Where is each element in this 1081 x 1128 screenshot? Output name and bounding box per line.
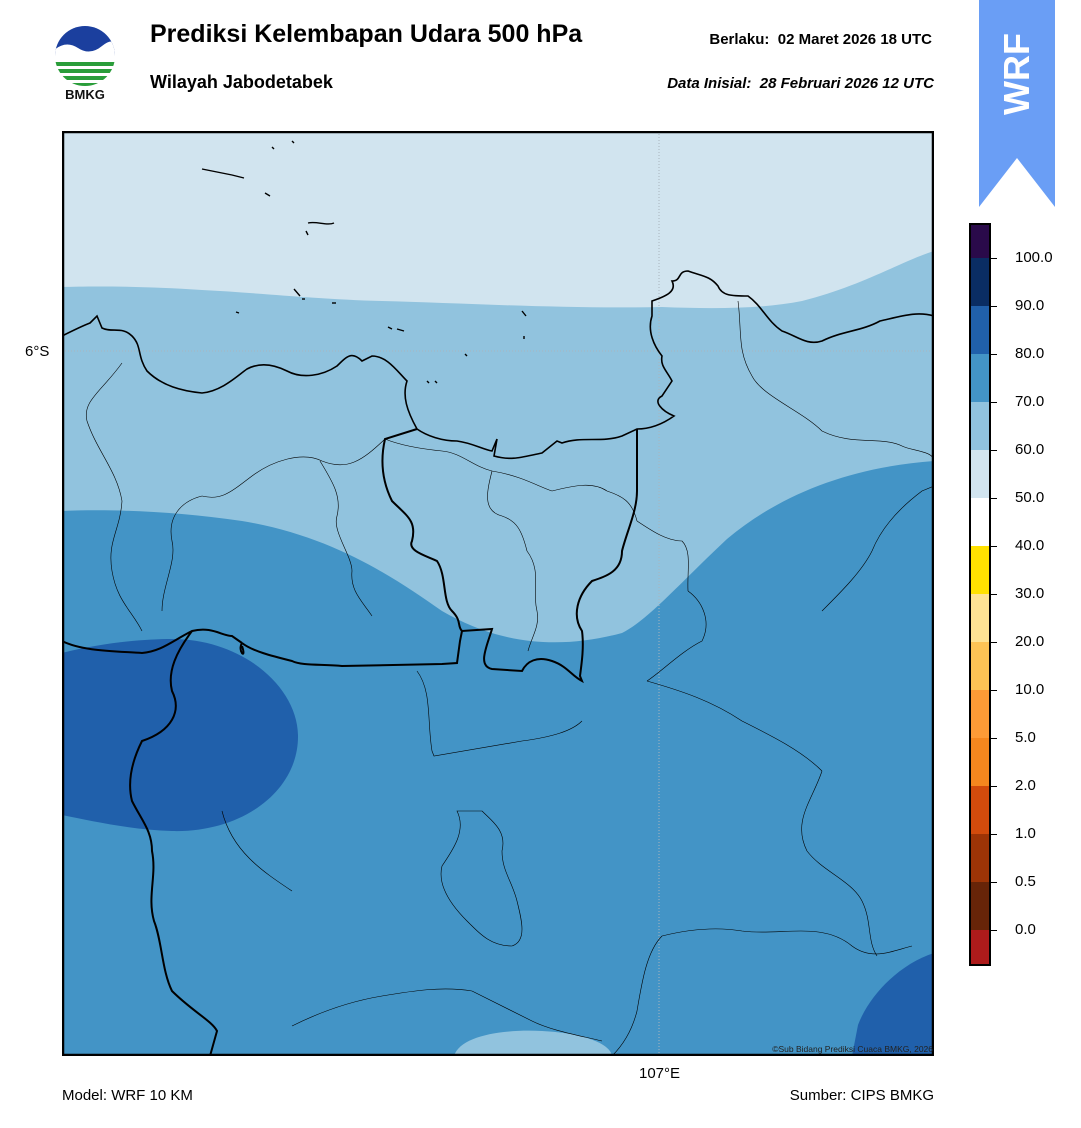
wrf-badge-text: WRF [996, 33, 1037, 115]
colorbar-segment [969, 498, 991, 546]
bmkg-emblem-icon: BMKG [55, 26, 115, 102]
valid-label: Berlaku: [709, 31, 770, 48]
humidity-80-90-zone-southeast [852, 953, 934, 1056]
colorbar-label: 0.5 [1015, 873, 1036, 890]
humidity-80-90-zone-west [62, 639, 299, 832]
islands [201, 140, 527, 384]
copyright-text: ©Sub Bidang Prediksi Cuaca BMKG, 2026 [772, 1044, 933, 1054]
humidity-60-70-zone-south [454, 1030, 612, 1056]
wrf-badge: WRF [979, 0, 1055, 210]
colorbar-segment [969, 834, 991, 882]
colorbar-label: 10.0 [1015, 681, 1045, 698]
humidity-50-60-zone [62, 131, 934, 309]
colorbar-tick [991, 546, 997, 547]
colorbar-label: 20.0 [1015, 633, 1045, 650]
map-canvas [62, 131, 934, 1056]
colorbar-label: 90.0 [1015, 297, 1045, 314]
map-border [62, 131, 934, 1056]
colorbar-border [969, 223, 991, 966]
source-label: Sumber: CIPS BMKG [789, 1087, 934, 1104]
colorbar-label: 70.0 [1015, 393, 1045, 410]
colorbar-segment [969, 690, 991, 738]
colorbar-segment [969, 258, 991, 306]
init-value: 28 Februari 2026 12 UTC [759, 75, 934, 92]
colorbar [969, 223, 991, 1026]
colorbar-tick [991, 882, 997, 883]
colorbar-tick [991, 498, 997, 499]
model-label: Model: WRF 10 KM [62, 1087, 193, 1104]
colorbar-tick [991, 450, 997, 451]
colorbar-segment [969, 642, 991, 690]
colorbar-tick [991, 786, 997, 787]
colorbar-label: 0.0 [1015, 921, 1036, 938]
colorbar-tick [991, 594, 997, 595]
colorbar-segment [969, 354, 991, 402]
colorbar-tick [991, 930, 997, 931]
colorbar-segment [969, 223, 991, 258]
colorbar-segment [969, 738, 991, 786]
colorbar-segment [969, 786, 991, 834]
region-subtitle: Wilayah Jabodetabek [150, 72, 333, 92]
colorbar-label: 30.0 [1015, 585, 1045, 602]
colorbar-segment [969, 306, 991, 354]
colorbar-label: 50.0 [1015, 489, 1045, 506]
init-label: Data Inisial: [667, 75, 752, 92]
colorbar-label: 80.0 [1015, 345, 1045, 362]
colorbar-tick [991, 738, 997, 739]
colorbar-tick [991, 258, 997, 259]
colorbar-tick [991, 690, 997, 691]
colorbar-segment [969, 546, 991, 594]
colorbar-tick [991, 642, 997, 643]
colorbar-label: 100.0 [1015, 249, 1053, 266]
valid-value: 02 Maret 2026 18 UTC [777, 31, 932, 48]
humidity-map [62, 131, 934, 1056]
coastline [62, 270, 934, 460]
colorbar-label: 1.0 [1015, 825, 1036, 842]
colorbar-label: 2.0 [1015, 777, 1036, 794]
colorbar-segment [969, 930, 991, 978]
latitude-label: 6°S [25, 343, 50, 360]
logo-text: BMKG [65, 87, 105, 102]
longitude-label: 107°E [639, 1065, 681, 1082]
province-borders [62, 428, 638, 1056]
bmkg-logo: BMKG [52, 18, 118, 102]
colorbar-segment [969, 450, 991, 498]
regency-borders [85, 300, 934, 1056]
colorbar-label: 40.0 [1015, 537, 1045, 554]
colorbar-tick [991, 402, 997, 403]
colorbar-segment [969, 594, 991, 642]
colorbar-segment [969, 402, 991, 450]
colorbar-segment [969, 882, 991, 930]
page-title: Prediksi Kelembapan Udara 500 hPa [150, 20, 583, 48]
init-time: Data Inisial: 28 Februari 2026 12 UTC [667, 75, 934, 92]
wrf-badge-shape [979, 0, 1055, 207]
valid-time: Berlaku: 02 Maret 2026 18 UTC [709, 31, 932, 48]
colorbar-tick [991, 354, 997, 355]
colorbar-label: 5.0 [1015, 729, 1036, 746]
colorbar-label: 60.0 [1015, 441, 1045, 458]
colorbar-tick [991, 306, 997, 307]
colorbar-tick [991, 834, 997, 835]
